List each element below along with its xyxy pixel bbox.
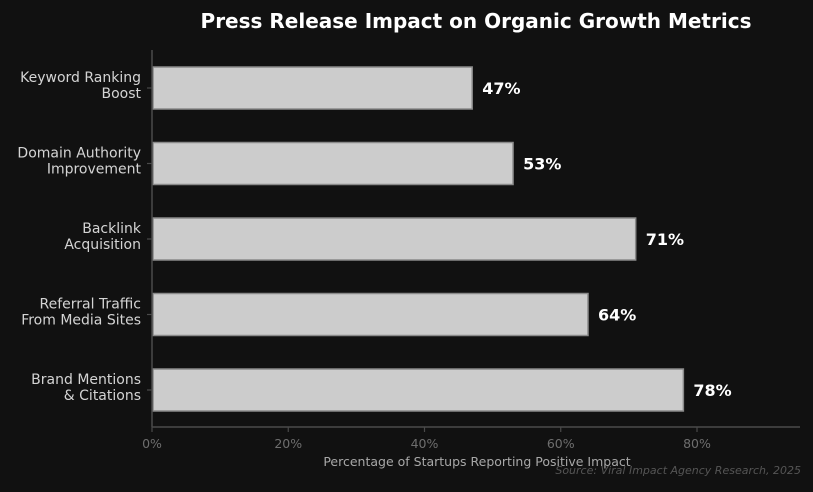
x-tick-label: 0% <box>142 436 162 451</box>
bar <box>152 141 514 186</box>
bar-value-label: 64% <box>598 306 636 325</box>
chart-title: Press Release Impact on Organic Growth M… <box>201 9 752 33</box>
bar <box>152 217 637 261</box>
category-label: Backlink Acquisition <box>64 221 142 253</box>
category-label-line: Acquisition <box>64 237 141 253</box>
bar-value-label: 47% <box>482 79 520 98</box>
bar-value-label: 78% <box>693 381 731 400</box>
bar <box>152 368 685 412</box>
bar-value-label: 71% <box>646 230 684 249</box>
x-axis-label: Percentage of Startups Reporting Positiv… <box>323 454 630 469</box>
category-label-line: & Citations <box>64 388 141 404</box>
x-tick-label: 20% <box>274 436 302 451</box>
x-tick-label: 80% <box>683 436 711 451</box>
x-ticks-layer: 0% 20% 40% 60% 80% <box>142 87 711 451</box>
bar <box>152 66 473 110</box>
bar <box>152 292 589 337</box>
category-label-line: Boost <box>101 86 141 102</box>
x-tick-label: 60% <box>547 436 575 451</box>
category-label-line: Improvement <box>47 162 142 178</box>
category-label-line: Referral Traffic <box>40 297 142 313</box>
category-label-line: Backlink <box>82 221 142 237</box>
category-labels-layer: Keyword Ranking Boost Domain Authority Impr… <box>17 70 141 404</box>
category-label-line: Keyword Ranking <box>20 70 141 86</box>
bar-value-label: 53% <box>523 155 561 174</box>
category-label: Domain Authority Improvement <box>17 146 141 178</box>
category-label-line: Brand Mentions <box>31 372 141 388</box>
category-label: Referral Traffic From Media Sites <box>21 297 141 329</box>
category-label-line: From Media Sites <box>21 313 141 329</box>
category-label-line: Domain Authority <box>17 146 141 162</box>
category-label: Brand Mentions & Citations <box>31 372 141 404</box>
x-tick-label: 40% <box>411 436 439 451</box>
category-label: Keyword Ranking Boost <box>20 70 141 102</box>
bars-layer: 47% 53% 71% 64% 78% <box>152 66 732 412</box>
source-note: Source: Viral Impact Agency Research, 20… <box>555 464 801 477</box>
